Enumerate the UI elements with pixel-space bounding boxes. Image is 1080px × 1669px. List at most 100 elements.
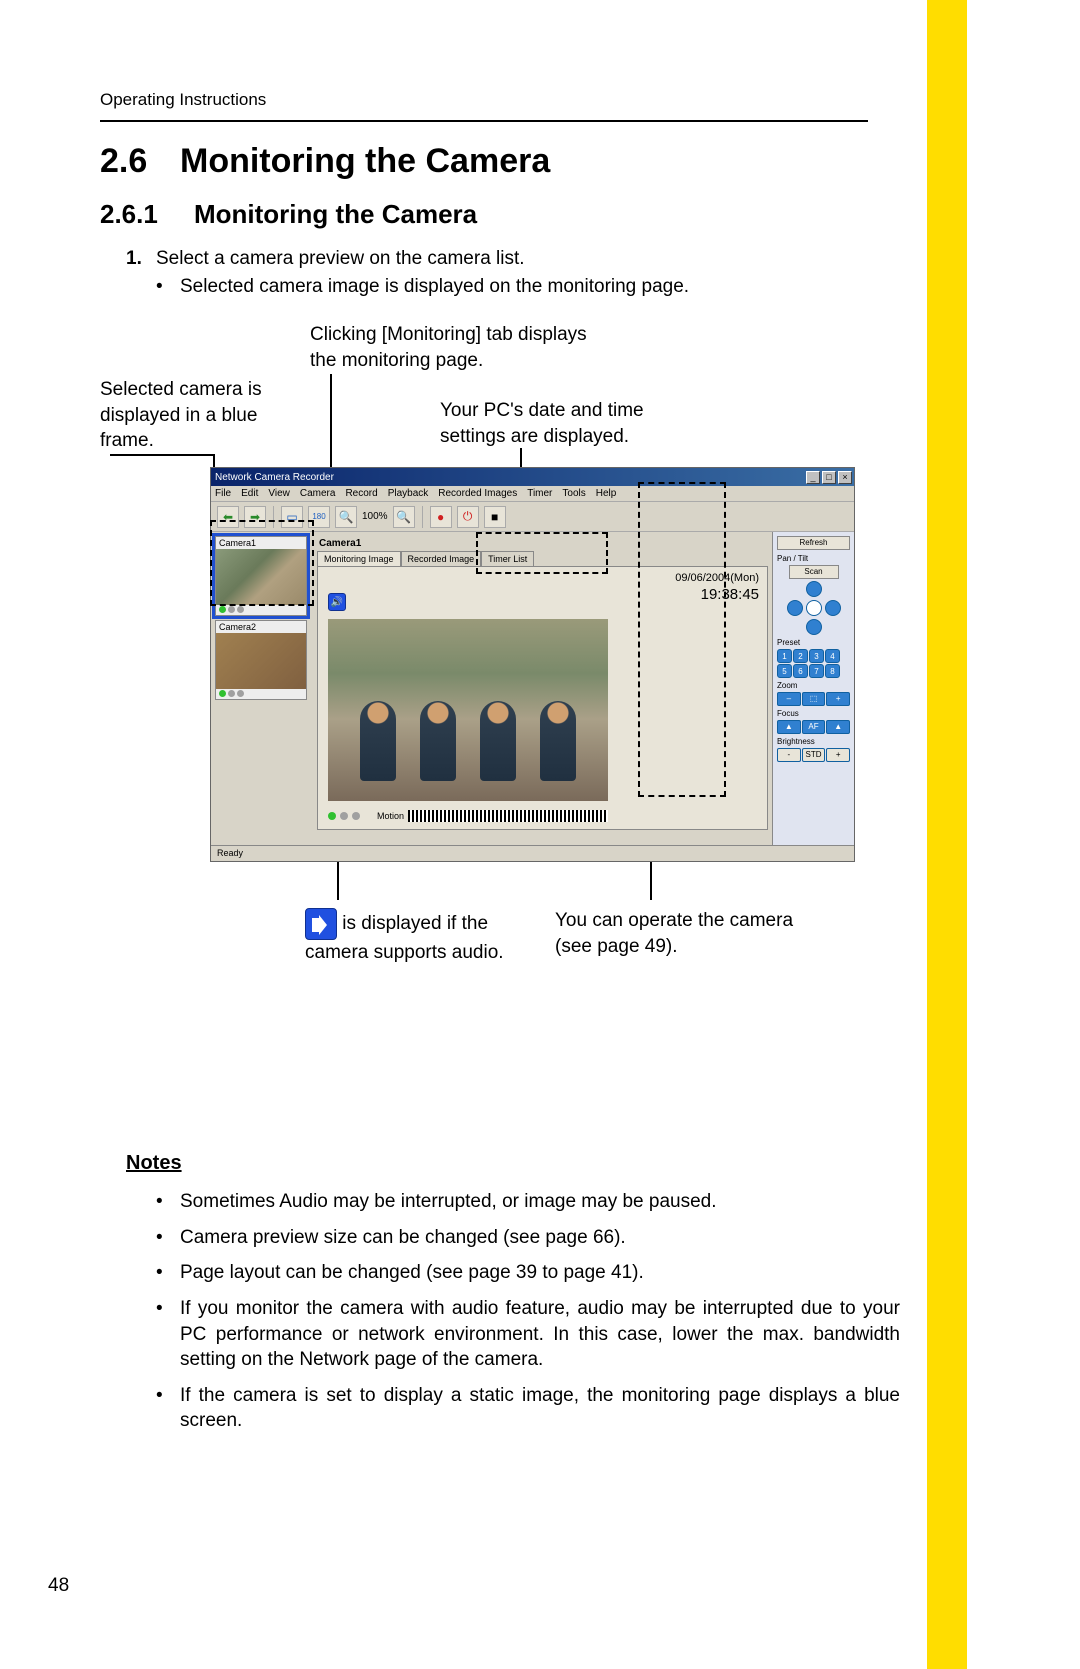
menu-item[interactable]: Recorded Images (438, 488, 517, 499)
annot-operate-camera: You can operate the camera (see page 49)… (555, 908, 835, 959)
camera-thumb-2[interactable]: Camera2 (215, 620, 307, 700)
menu-item[interactable]: Record (345, 488, 377, 499)
pan-right-button[interactable] (825, 600, 841, 616)
time-text: 19:38:45 (675, 585, 759, 605)
panel-title: Camera1 (317, 536, 768, 551)
focus-near-button[interactable]: ▲ (777, 720, 801, 734)
zoom-out-button[interactable]: – (777, 692, 801, 706)
menu-item[interactable]: Timer (527, 488, 552, 499)
tab-timer[interactable]: Timer List (481, 551, 534, 566)
preset-button[interactable]: 4 (825, 649, 840, 663)
tilt-up-button[interactable] (806, 581, 822, 597)
close-button[interactable]: × (838, 471, 852, 484)
pan-left-button[interactable] (787, 600, 803, 616)
control-panel: Refresh Pan / Tilt Scan Preset (772, 532, 854, 847)
motion-label: Motion (364, 811, 404, 821)
notes-list: •Sometimes Audio may be interrupted, or … (156, 1189, 900, 1434)
note-item: •If the camera is set to display a stati… (156, 1383, 900, 1434)
menubar: File Edit View Camera Record Playback Re… (211, 486, 854, 502)
scan-button[interactable]: Scan (789, 565, 839, 579)
home-button[interactable] (806, 600, 822, 616)
step-text: Select a camera preview on the camera li… (156, 248, 525, 270)
menu-item[interactable]: Camera (300, 488, 336, 499)
camera-preview-image (216, 549, 306, 605)
annot-selected-camera: Selected camera is displayed in a blue f… (100, 377, 290, 454)
preset-label: Preset (777, 638, 850, 647)
note-item: •Camera preview size can be changed (see… (156, 1225, 900, 1251)
tab-monitoring[interactable]: Monitoring Image (317, 551, 401, 566)
menu-item[interactable]: Help (596, 488, 617, 499)
audio-icon[interactable]: 🔊 (328, 593, 346, 611)
preset-button[interactable]: 3 (809, 649, 824, 663)
annot-monitoring-tab: Clicking [Monitoring] tab displays the m… (310, 322, 590, 373)
subsection-heading: 2.6.1Monitoring the Camera (100, 199, 900, 230)
toolbar: ⬅ ➡ ▭ 180 🔍 100% 🔍 ● ⏻ ■ (211, 502, 854, 532)
stop-button[interactable]: ■ (484, 506, 506, 528)
menu-item[interactable]: File (215, 488, 231, 499)
preset-button[interactable]: 5 (777, 664, 792, 678)
note-text: Camera preview size can be changed (see … (180, 1225, 626, 1251)
statusbar: Ready (211, 845, 854, 861)
menu-item[interactable]: View (268, 488, 290, 499)
camera-thumb-1[interactable]: Camera1 (215, 536, 307, 616)
preset-button[interactable]: 6 (793, 664, 808, 678)
section-number: 2.6 (100, 142, 180, 181)
motion-barcode (408, 810, 608, 822)
focus-auto-button[interactable]: AF (802, 720, 826, 734)
app-window: Network Camera Recorder _ □ × File Edit … (210, 467, 855, 862)
monitor-area: 09/06/2004(Mon) 19:38:45 🔊 (317, 566, 768, 830)
maximize-button[interactable]: □ (822, 471, 836, 484)
size-button[interactable]: 180 (308, 506, 330, 528)
brightness-std-button[interactable]: STD (802, 748, 826, 762)
back-button[interactable]: ⬅ (217, 506, 239, 528)
zoom-out-button[interactable]: 🔍 (335, 506, 357, 528)
annotated-figure: Clicking [Monitoring] tab displays the m… (100, 322, 880, 1142)
datetime-display: 09/06/2004(Mon) 19:38:45 (675, 571, 759, 605)
menu-item[interactable]: Tools (562, 488, 585, 499)
minimize-button[interactable]: _ (806, 471, 820, 484)
zoom-in-button[interactable]: + (826, 692, 850, 706)
camera-list: Camera1 Camera2 (211, 532, 313, 847)
annot-audio: is displayed if the camera supports audi… (305, 908, 555, 966)
bullet-text: Selected camera image is displayed on th… (180, 276, 689, 298)
focus-far-button[interactable]: ▲ (826, 720, 850, 734)
note-item: •Sometimes Audio may be interrupted, or … (156, 1189, 900, 1215)
alarm-button[interactable]: ⏻ (457, 506, 479, 528)
brightness-down-button[interactable]: - (777, 748, 801, 762)
forward-button[interactable]: ➡ (244, 506, 266, 528)
preset-button[interactable]: 8 (825, 664, 840, 678)
preset-button[interactable]: 2 (793, 649, 808, 663)
zoom-std-button[interactable]: ⬚ (802, 692, 826, 706)
bullet-dot: • (156, 276, 180, 298)
subsection-title: Monitoring the Camera (194, 199, 477, 229)
camera-label: Camera1 (216, 537, 306, 549)
brightness-up-button[interactable]: + (826, 748, 850, 762)
note-text: Page layout can be changed (see page 39 … (180, 1260, 644, 1286)
record-button[interactable]: ● (430, 506, 452, 528)
menu-item[interactable]: Playback (388, 488, 429, 499)
note-text: If you monitor the camera with audio fea… (180, 1296, 900, 1373)
tilt-down-button[interactable] (806, 619, 822, 635)
preset-button[interactable]: 1 (777, 649, 792, 663)
camera-label: Camera2 (216, 621, 306, 633)
titlebar: Network Camera Recorder _ □ × (211, 468, 854, 486)
preset-button[interactable]: 7 (809, 664, 824, 678)
page-number: 48 (48, 1575, 69, 1597)
page-content: Operating Instructions 2.6Monitoring the… (100, 90, 900, 1444)
focus-label: Focus (777, 709, 850, 718)
notes-heading: Notes (126, 1152, 900, 1175)
layout-button[interactable]: ▭ (281, 506, 303, 528)
section-title: Monitoring the Camera (180, 142, 550, 180)
date-text: 09/06/2004(Mon) (675, 571, 759, 585)
zoom-label: Zoom (777, 681, 850, 690)
note-item: •Page layout can be changed (see page 39… (156, 1260, 900, 1286)
refresh-button[interactable]: Refresh (777, 536, 850, 550)
camera-status-dots (216, 689, 306, 699)
tab-recorded[interactable]: Recorded Image (401, 551, 482, 566)
menu-item[interactable]: Edit (241, 488, 258, 499)
live-video (328, 619, 608, 801)
running-head: Operating Instructions (100, 90, 900, 110)
camera-preview-image (216, 633, 306, 689)
zoom-in-button[interactable]: 🔍 (393, 506, 415, 528)
rule (100, 120, 868, 122)
